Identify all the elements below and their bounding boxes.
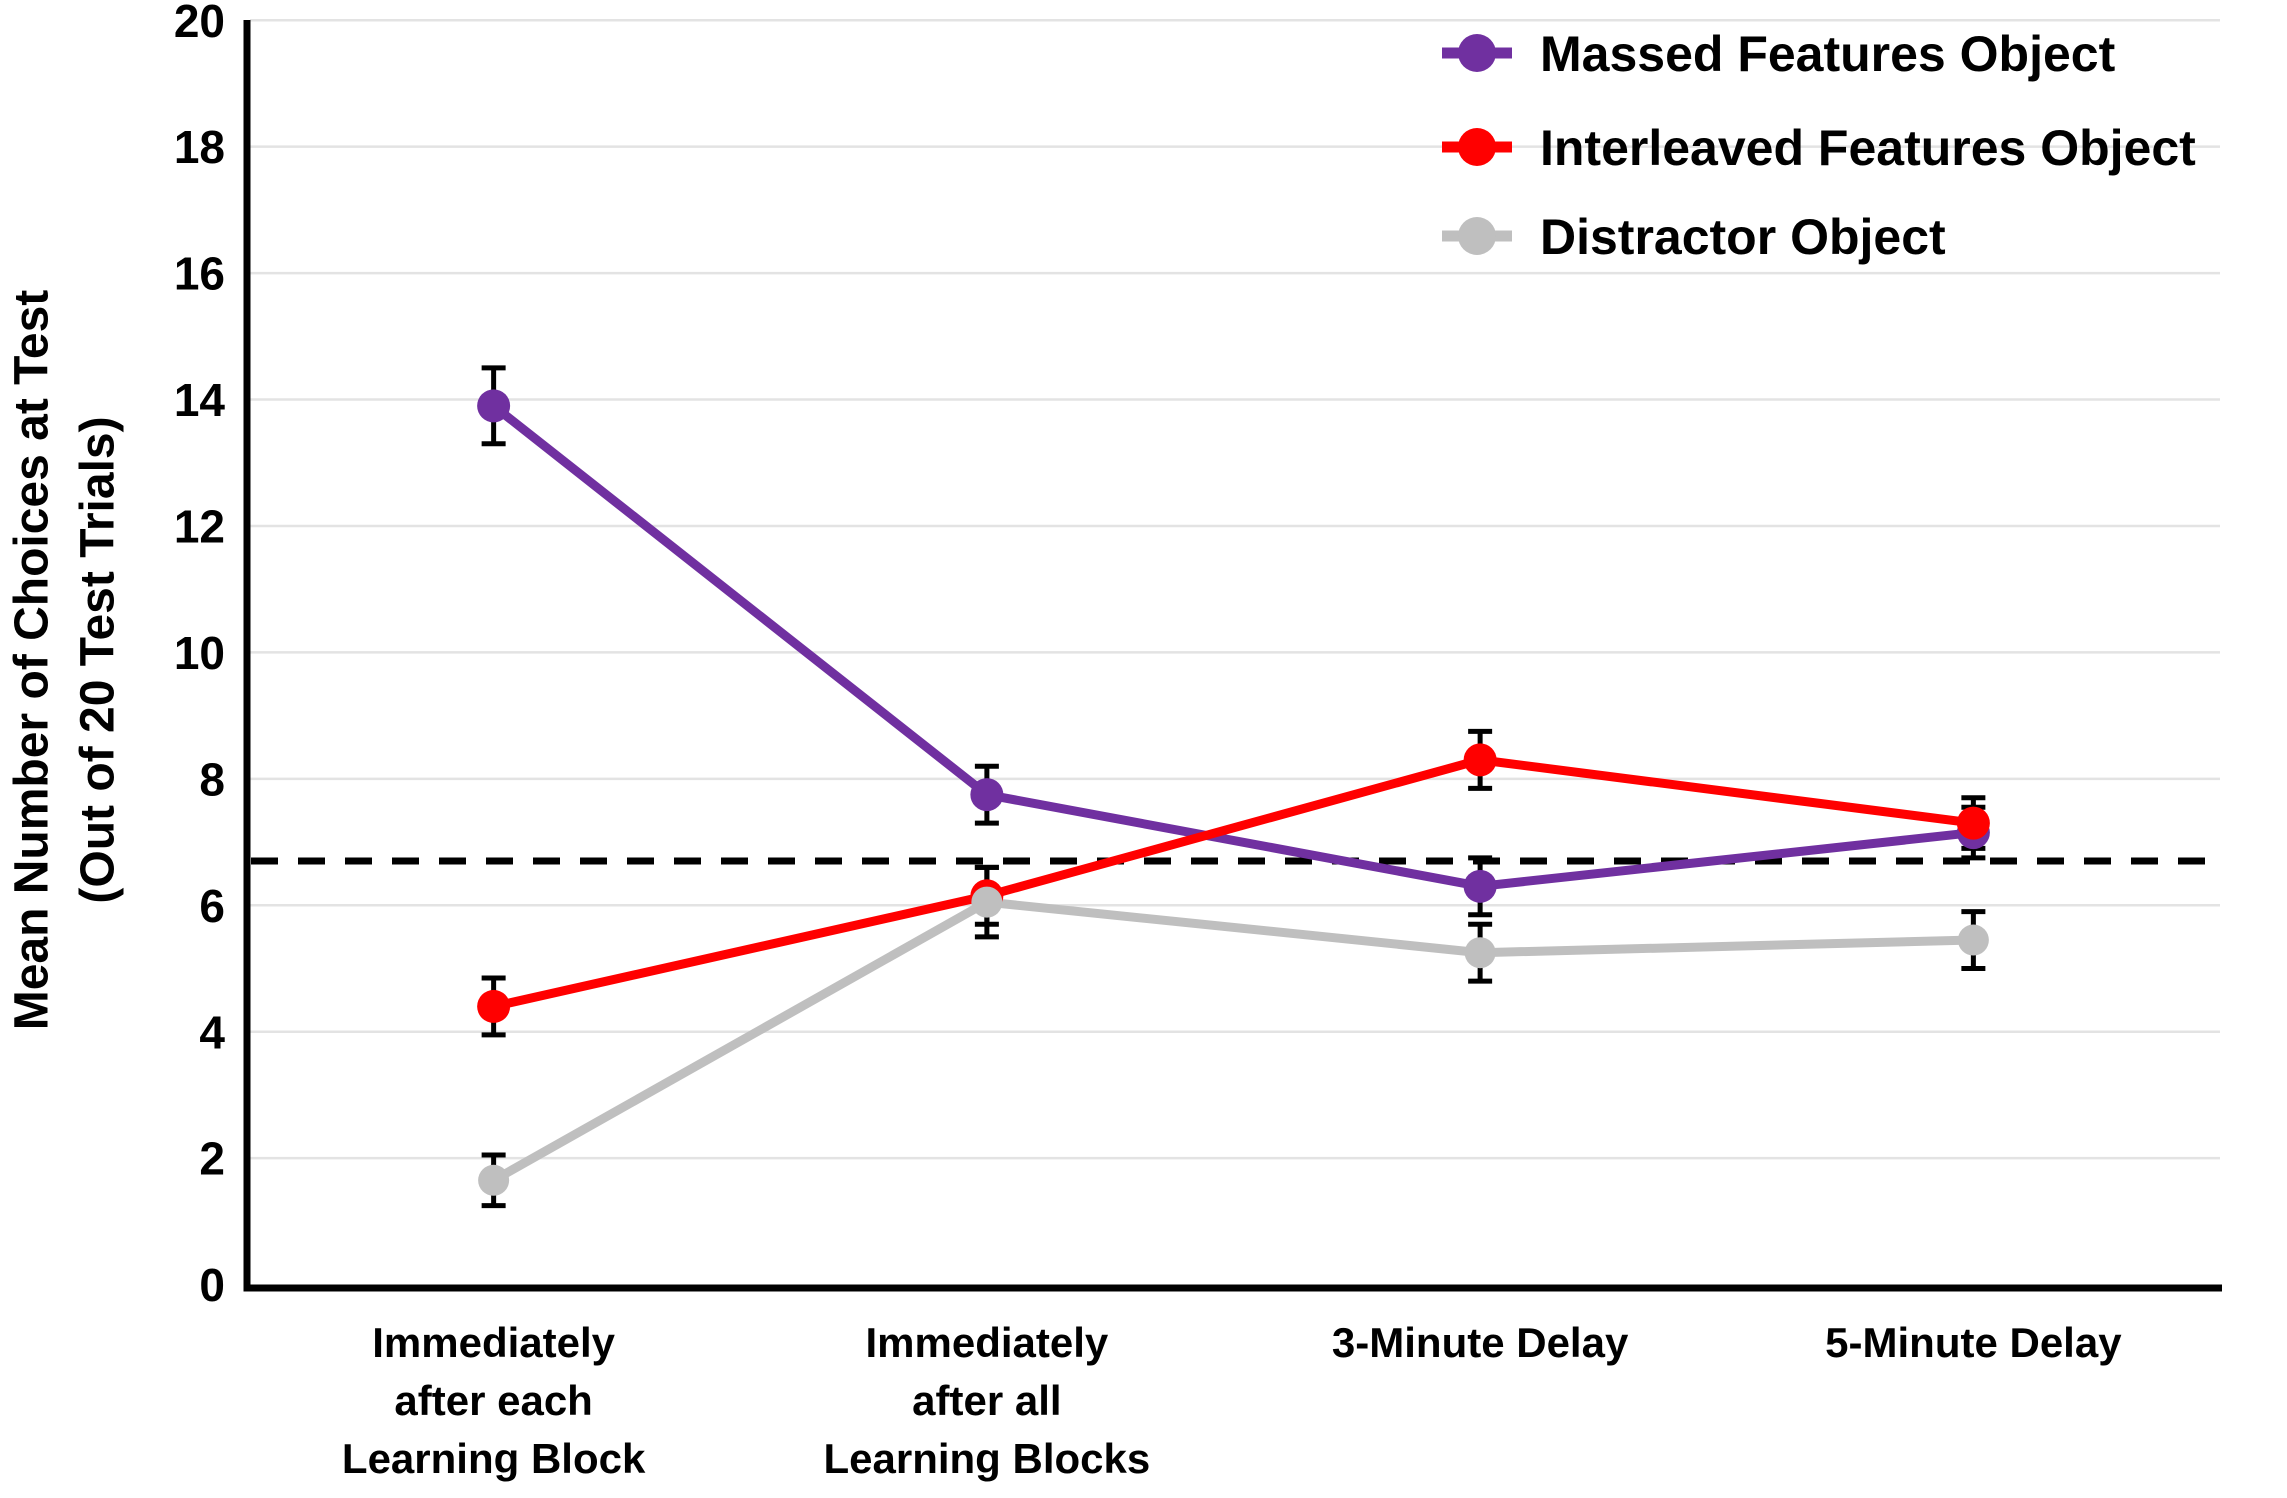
- x-category-label: Learning Block: [342, 1435, 646, 1482]
- x-category-label: 5-Minute Delay: [1825, 1319, 2122, 1366]
- legend-swatch-marker-interleaved-features-object: [1458, 128, 1496, 166]
- x-category-label: Learning Blocks: [823, 1435, 1150, 1482]
- data-point-massed-features-object: [1463, 869, 1497, 903]
- data-point-massed-features-object: [477, 389, 511, 423]
- y-tick-label: 8: [199, 753, 225, 805]
- x-category-label: Immediately: [865, 1319, 1108, 1366]
- y-tick-label: 2: [199, 1133, 225, 1185]
- legend-swatch-marker-massed-features-object: [1458, 34, 1496, 72]
- data-point-distractor-object: [1957, 924, 1989, 956]
- data-point-interleaved-features-object: [1463, 743, 1497, 777]
- data-point-interleaved-features-object: [477, 989, 511, 1023]
- legend-label-massed-features-object: Massed Features Object: [1540, 26, 2116, 82]
- data-point-distractor-object: [478, 1164, 510, 1196]
- x-category-label: Immediately: [372, 1319, 615, 1366]
- series-line-distractor-object: [489, 897, 1978, 1185]
- y-tick-label: 16: [174, 248, 225, 300]
- y-tick-label: 10: [174, 627, 225, 679]
- y-tick-label: 0: [199, 1259, 225, 1311]
- series-line-massed-features-object: [489, 401, 1978, 891]
- y-axis-title: Mean Number of Choices at Test: [5, 290, 58, 1031]
- data-point-massed-features-object: [970, 778, 1004, 812]
- legend-label-distractor-object: Distractor Object: [1540, 209, 1946, 265]
- series-line-interleaved-features-object: [489, 755, 1978, 1011]
- y-tick-label: 20: [174, 0, 225, 47]
- data-point-distractor-object: [1464, 937, 1496, 969]
- y-tick-label: 14: [174, 374, 226, 426]
- y-tick-label: 12: [174, 501, 225, 553]
- x-category-label: after each: [394, 1377, 592, 1424]
- y-tick-label: 6: [199, 880, 225, 932]
- legend-swatch-marker-distractor-object: [1458, 217, 1496, 255]
- y-axis-title: (Out of 20 Test Trials): [71, 416, 124, 903]
- y-tick-label: 4: [199, 1006, 225, 1058]
- data-point-distractor-object: [971, 886, 1003, 918]
- x-category-label: after all: [912, 1377, 1061, 1424]
- x-category-label: 3-Minute Delay: [1332, 1319, 1629, 1366]
- y-tick-label: 18: [174, 121, 225, 173]
- data-point-interleaved-features-object: [1956, 806, 1990, 840]
- legend-label-interleaved-features-object: Interleaved Features Object: [1540, 120, 2196, 176]
